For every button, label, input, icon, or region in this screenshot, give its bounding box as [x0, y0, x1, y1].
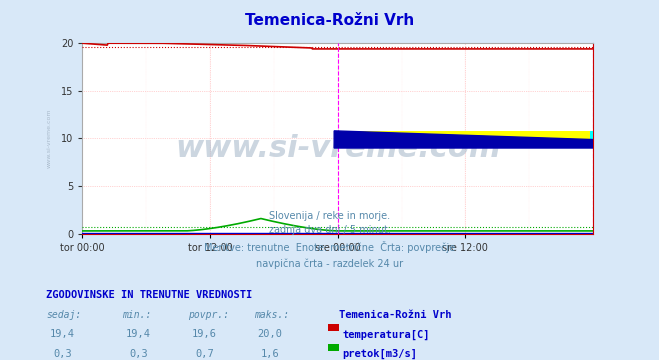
Text: Slovenija / reke in morje.
zadnja dva dni / 5 minut.
Meritve: trenutne  Enote: m: Slovenija / reke in morje. zadnja dva dn…	[204, 211, 455, 269]
Text: Temenica-Rožni Vrh: Temenica-Rožni Vrh	[339, 310, 452, 320]
Text: 19,4: 19,4	[50, 329, 75, 339]
Text: temperatura[C]: temperatura[C]	[343, 329, 430, 339]
Text: 19,6: 19,6	[192, 329, 217, 339]
Bar	[590, 131, 659, 148]
Bar	[334, 131, 590, 148]
Text: maks.:: maks.:	[254, 310, 289, 320]
Text: ZGODOVINSKE IN TRENUTNE VREDNOSTI: ZGODOVINSKE IN TRENUTNE VREDNOSTI	[46, 290, 252, 300]
Text: povpr.:: povpr.:	[188, 310, 229, 320]
Text: sedaj:: sedaj:	[46, 310, 81, 320]
Text: 20,0: 20,0	[258, 329, 283, 339]
Text: min.:: min.:	[122, 310, 152, 320]
Text: Temenica-Rožni Vrh: Temenica-Rožni Vrh	[245, 13, 414, 28]
Text: 0,3: 0,3	[53, 349, 72, 359]
Text: 19,4: 19,4	[126, 329, 151, 339]
Text: 0,7: 0,7	[195, 349, 214, 359]
Text: www.si-vreme.com: www.si-vreme.com	[47, 109, 51, 168]
Text: 1,6: 1,6	[261, 349, 279, 359]
Text: www.si-vreme.com: www.si-vreme.com	[175, 134, 501, 162]
Text: 0,3: 0,3	[129, 349, 148, 359]
Text: pretok[m3/s]: pretok[m3/s]	[343, 349, 418, 359]
Polygon shape	[334, 131, 659, 148]
